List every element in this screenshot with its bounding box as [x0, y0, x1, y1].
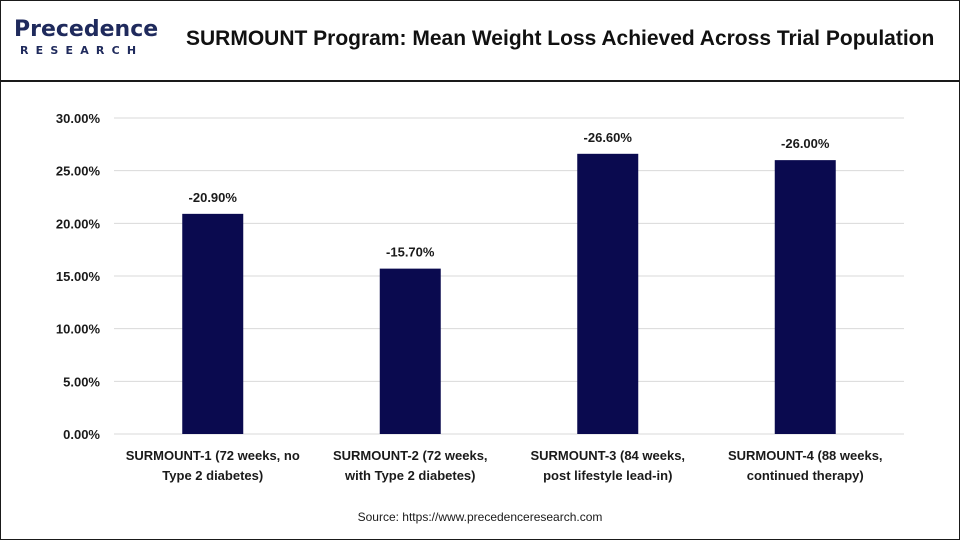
y-tick-label: 10.00%	[56, 322, 101, 337]
y-tick-label: 20.00%	[56, 216, 101, 231]
x-tick-label: SURMOUNT-2 (72 weeks,	[333, 448, 488, 463]
data-label: -20.90%	[189, 190, 238, 205]
x-tick-label: SURMOUNT-3 (84 weeks,	[530, 448, 685, 463]
chart-title: SURMOUNT Program: Mean Weight Loss Achie…	[186, 27, 935, 50]
x-tick-label: SURMOUNT-4 (88 weeks,	[728, 448, 883, 463]
y-tick-label: 30.00%	[56, 111, 101, 126]
data-label: -15.70%	[386, 245, 435, 260]
x-tick-label: continued therapy)	[747, 468, 864, 483]
x-tick-label: post lifestyle lead-in)	[543, 468, 672, 483]
bar	[182, 213, 244, 434]
x-tick-label: SURMOUNT-1 (72 weeks, no	[126, 448, 300, 463]
data-label: -26.00%	[781, 136, 830, 151]
header: Precedence RESEARCH SURMOUNT Program: Me…	[0, 0, 960, 80]
data-label: -26.60%	[584, 130, 633, 145]
source-note: Source: https://www.precedenceresearch.c…	[357, 510, 603, 524]
header-divider	[0, 80, 960, 82]
y-tick-label: 15.00%	[56, 269, 101, 284]
bar	[577, 153, 639, 434]
bar	[774, 160, 836, 434]
brand-logo: Precedence RESEARCH	[14, 18, 159, 66]
logo-wordmark: Precedence	[14, 17, 159, 42]
x-tick-label: Type 2 diabetes)	[162, 468, 263, 483]
x-tick-label: with Type 2 diabetes)	[344, 468, 476, 483]
bar	[379, 268, 441, 434]
y-tick-label: 25.00%	[56, 164, 101, 179]
logo-subtitle: RESEARCH	[20, 44, 144, 57]
y-tick-label: 0.00%	[63, 427, 100, 442]
bar-chart: 0.00% 5.00% 10.00% 15.00% 20.00% 25.00% 30.00%…	[56, 111, 904, 483]
y-tick-label: 5.00%	[63, 374, 100, 389]
